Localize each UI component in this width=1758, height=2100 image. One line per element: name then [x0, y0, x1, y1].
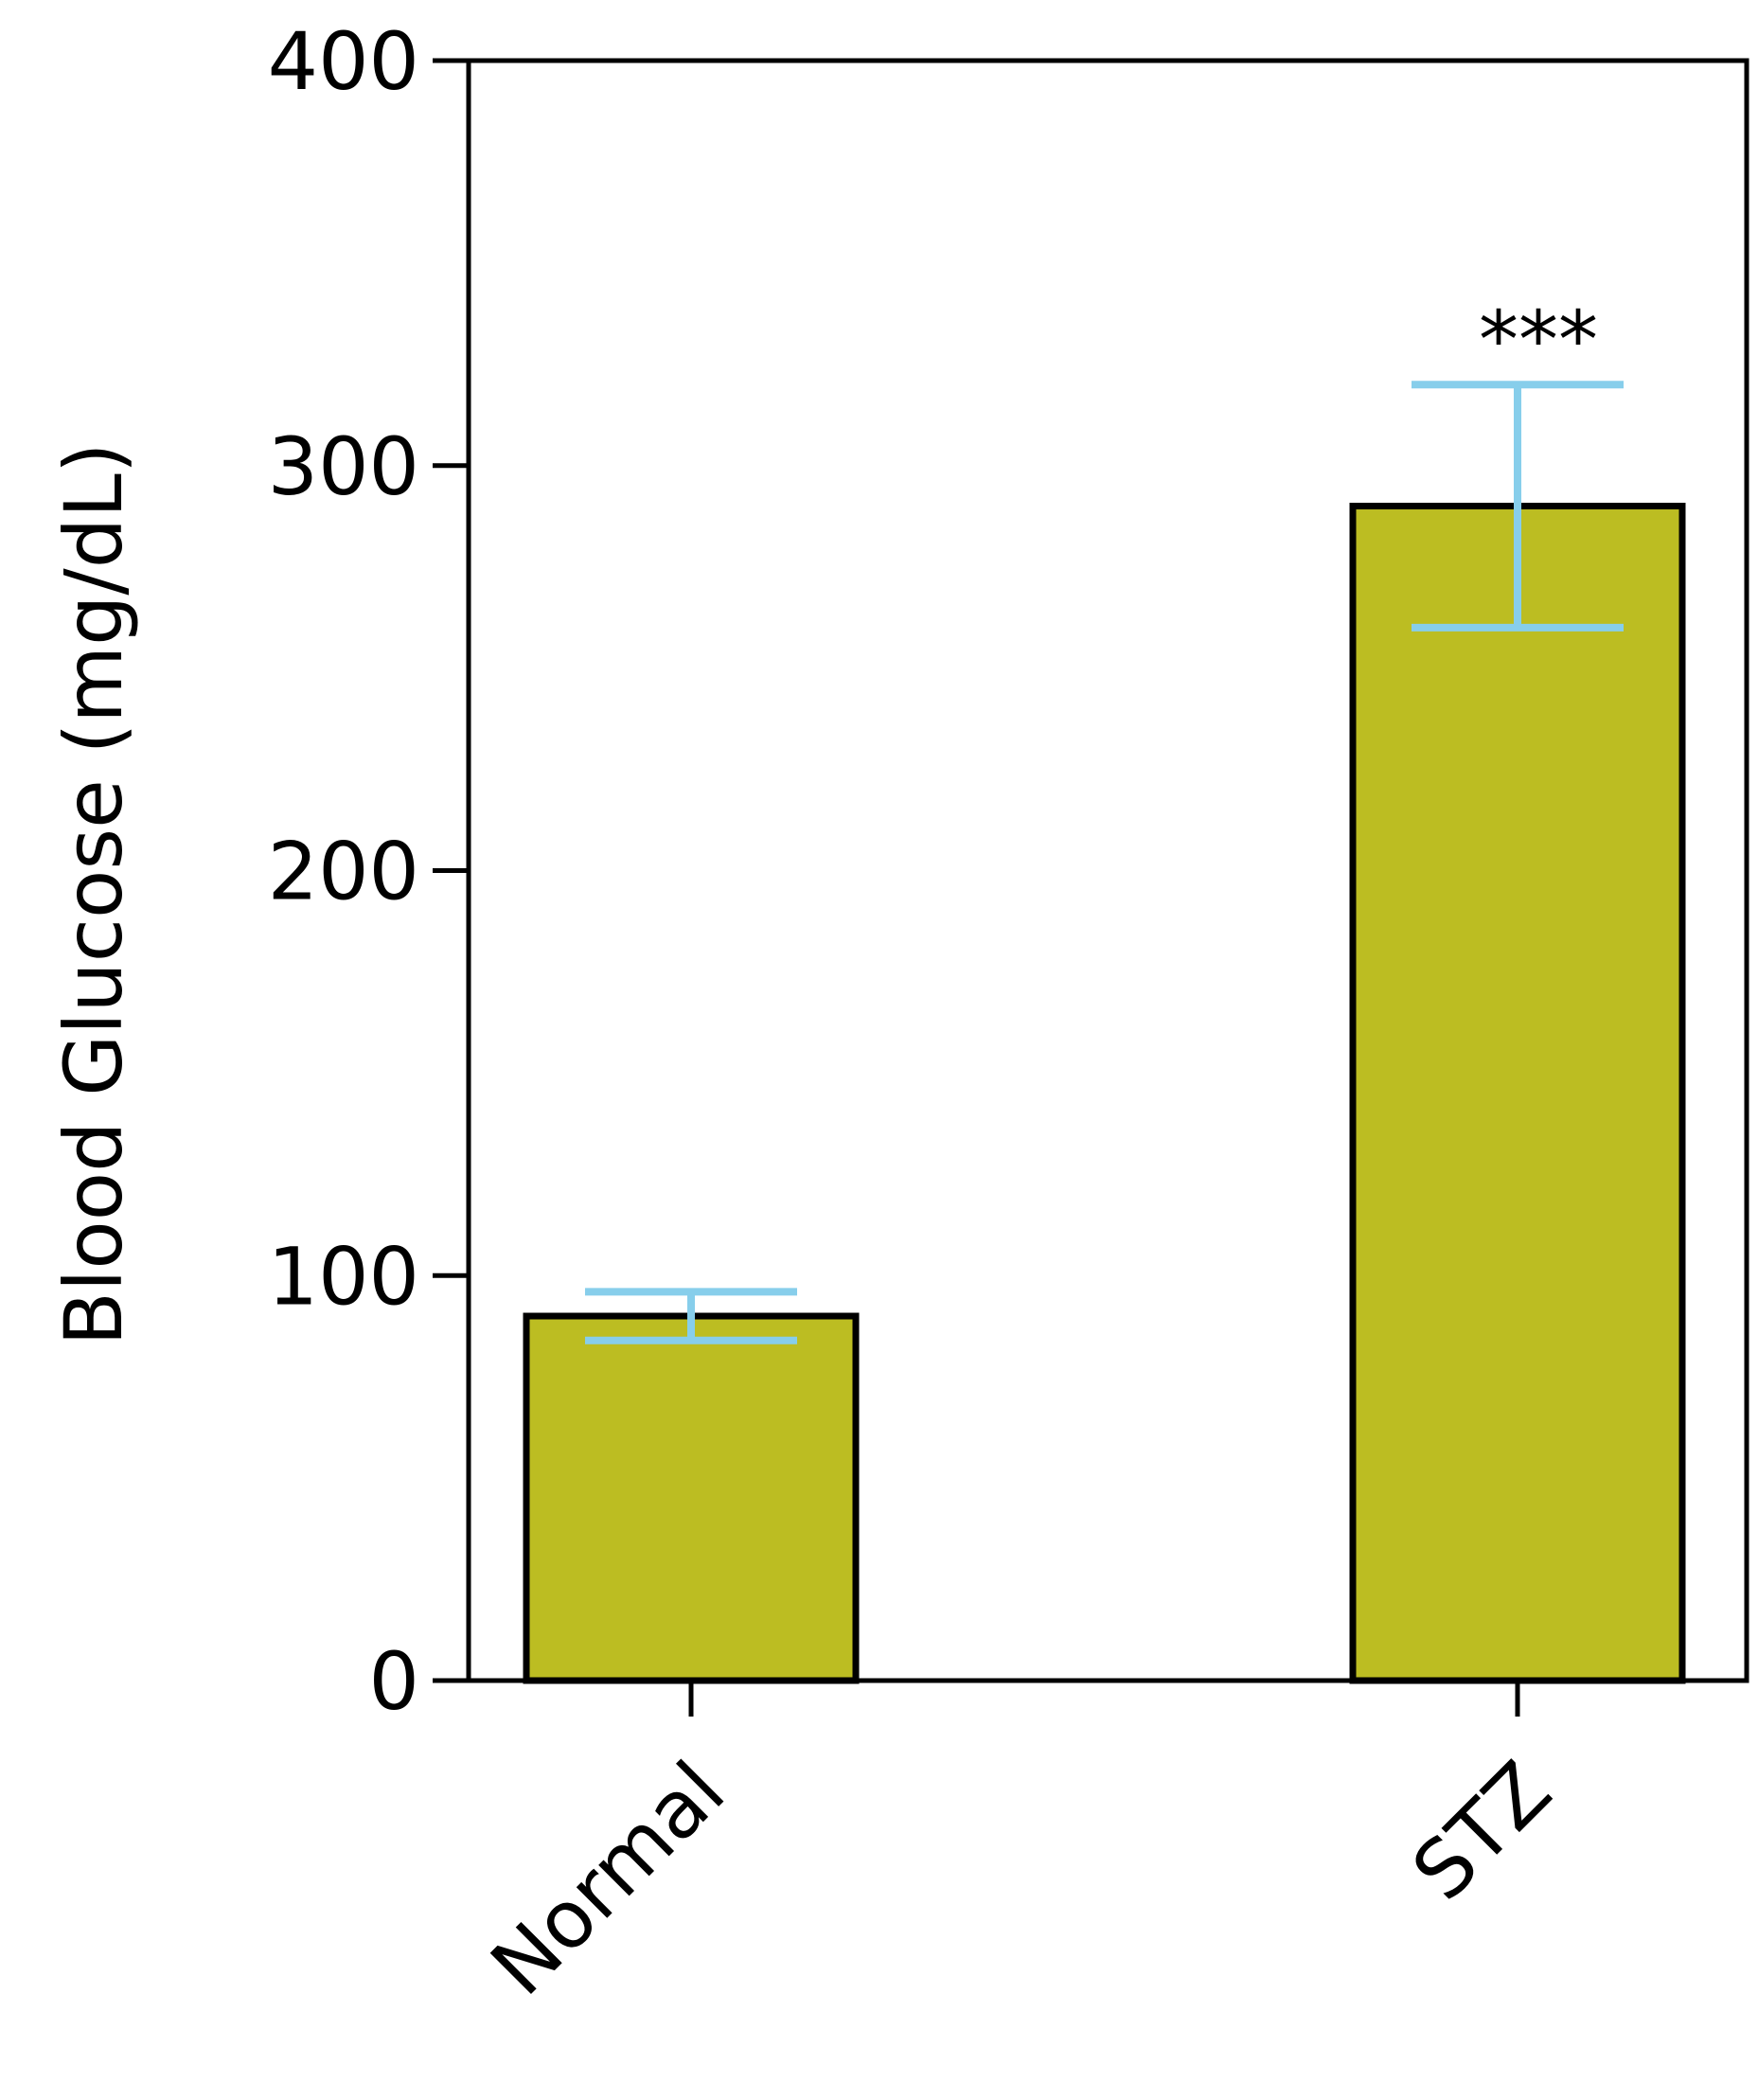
bar-normal	[523, 1312, 860, 1684]
error-bar-normal	[585, 1288, 797, 1344]
x-tick-label-stz: STZ	[1394, 1744, 1569, 1918]
bar-stz	[1349, 503, 1686, 1684]
y-axis-ticks: 0 100 200 300 400	[268, 15, 469, 1728]
significance-label: ***	[1479, 294, 1598, 386]
y-tick-label: 200	[268, 826, 419, 918]
x-axis-ticks: Normal STZ	[473, 1681, 1569, 2013]
y-tick-label: 400	[268, 15, 419, 108]
x-tick-label-normal: Normal	[473, 1744, 742, 2013]
annotations: ***	[1479, 294, 1598, 386]
y-tick-label: 300	[268, 420, 419, 513]
bars	[523, 503, 1686, 1684]
y-tick-label: 100	[268, 1230, 419, 1323]
y-axis-label: Blood Glucose (mg/dL)	[47, 442, 140, 1345]
error-bar-stz	[1412, 381, 1624, 632]
error-bars	[585, 381, 1624, 1344]
y-tick-label: 0	[369, 1635, 419, 1728]
